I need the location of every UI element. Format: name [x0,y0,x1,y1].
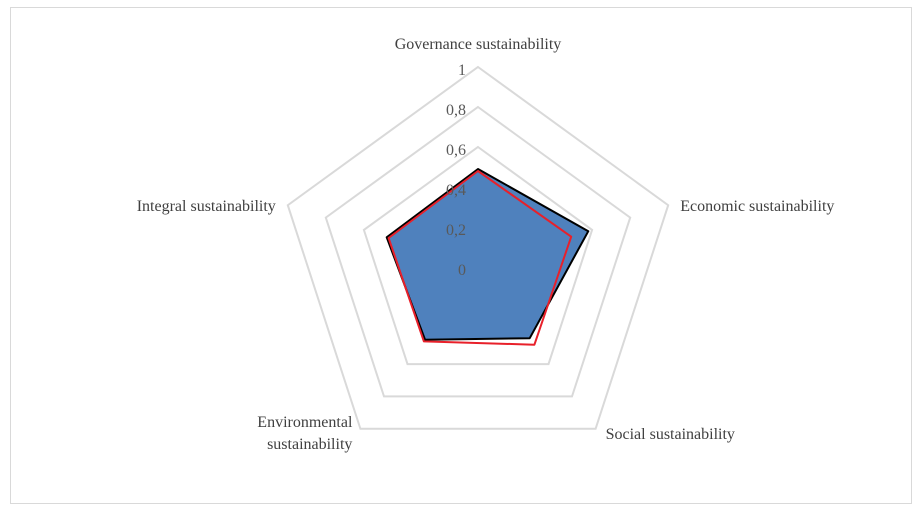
axis-label-4: Integral sustainability [137,198,276,215]
axis-label-3: Environmental sustainability [257,414,353,453]
grid-ring-5 [286,65,670,430]
tick-label: 0 [458,262,466,279]
tick-label: 0,6 [446,142,466,159]
grid-ring-4 [324,105,632,398]
axis-label-layer: Governance sustainability Economic sustai… [137,36,835,453]
grid-ring-3 [362,145,594,366]
series-layer [385,168,590,346]
tick-label: 0,2 [446,222,466,239]
axis-label-0: Governance sustainability [395,36,562,53]
chart-frame: 0 0,2 0,4 0,6 0,8 1 Governance sustainability… [10,7,912,504]
tick-label: 0,4 [446,182,466,199]
tick-label: 0,8 [446,102,466,119]
axis-label-2: Social sustainability [606,426,735,443]
series-0-polygon [385,168,590,341]
radar-chart: 0 0,2 0,4 0,6 0,8 1 Governance sustainability… [137,36,835,453]
series-1-polygon [387,170,573,346]
axis-label-1: Economic sustainability [680,198,834,215]
tick-layer: 0 0,2 0,4 0,6 0,8 1 [446,62,466,279]
tick-label: 1 [458,62,466,79]
